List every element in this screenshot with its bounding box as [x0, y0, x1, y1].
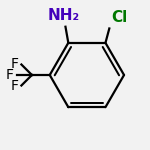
Text: F: F — [10, 57, 18, 72]
Text: Cl: Cl — [111, 11, 127, 26]
Text: F: F — [10, 78, 18, 93]
Text: F: F — [6, 68, 14, 82]
Text: NH₂: NH₂ — [48, 8, 80, 23]
